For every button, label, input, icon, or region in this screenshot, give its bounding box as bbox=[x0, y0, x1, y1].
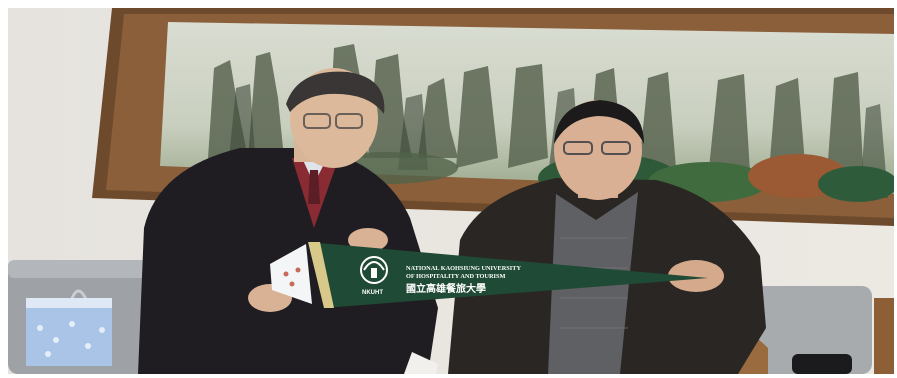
pennant-line1: NATIONAL KAOHSIUNG UNIVERSITY bbox=[406, 265, 521, 272]
face-right bbox=[554, 100, 642, 200]
university-logo-icon bbox=[360, 256, 388, 284]
pennant-body bbox=[308, 242, 708, 308]
pennant: NKUHT NATIONAL KAOHSIUNG UNIVERSITY OF H… bbox=[270, 242, 708, 308]
pennant-tag bbox=[270, 244, 312, 304]
camera-bag bbox=[792, 354, 852, 374]
gift-bag bbox=[26, 289, 112, 366]
pennant-line2: OF HOSPITALITY AND TOURISM bbox=[406, 273, 505, 280]
paper-item bbox=[404, 352, 438, 374]
hand-right bbox=[668, 260, 724, 292]
logo-text: NKUHT bbox=[362, 290, 383, 296]
pennant-trim bbox=[308, 242, 334, 308]
pennant-line3: 國立高雄餐旅大學 bbox=[406, 282, 486, 295]
photo-illustration: NKUHT NATIONAL KAOHSIUNG UNIVERSITY OF H… bbox=[8, 8, 894, 374]
photograph: NKUHT NATIONAL KAOHSIUNG UNIVERSITY OF H… bbox=[8, 8, 894, 374]
